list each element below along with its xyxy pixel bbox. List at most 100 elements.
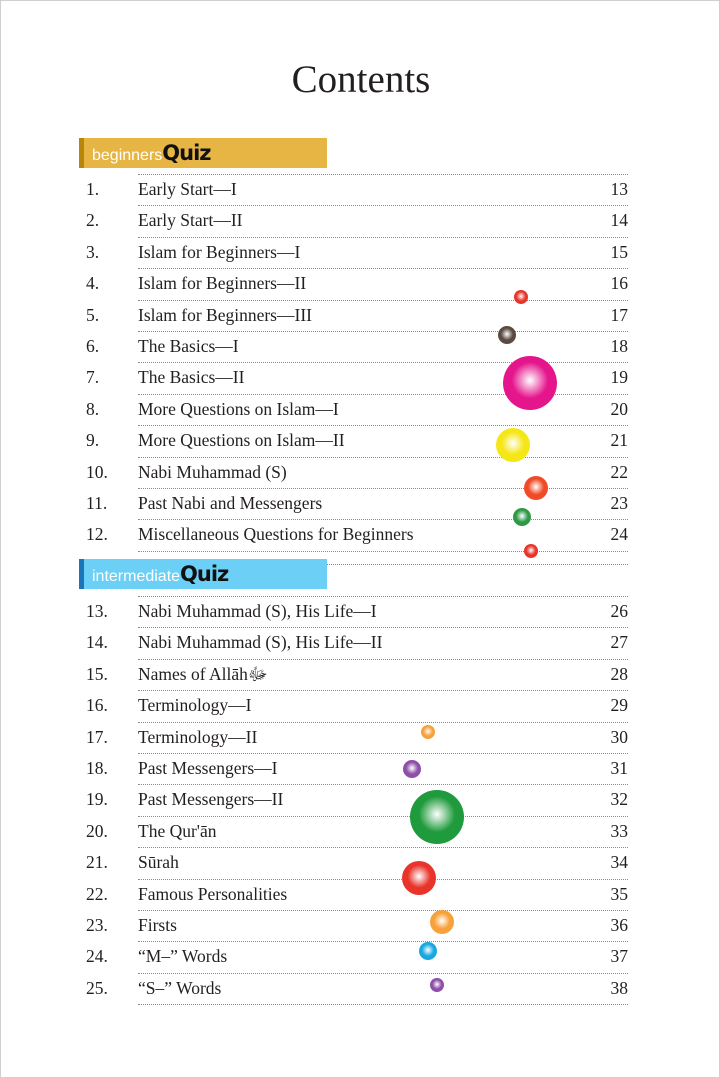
toc-entry[interactable]: 18. Past Messengers—I 31 [1, 753, 720, 784]
toc-entry[interactable]: 24. “M–” Words 37 [1, 941, 720, 972]
entry-number: 20. [86, 820, 108, 841]
entry-title: Sūrah [138, 852, 179, 873]
bubble-icon [513, 508, 531, 526]
entry-number: 16. [86, 695, 108, 716]
entry-number: 24. [86, 946, 108, 967]
toc-entry[interactable]: 14. Nabi Muhammad (S), His Life—II 27 [1, 627, 720, 658]
entry-number: 13. [86, 601, 108, 621]
entry-number: 22. [86, 883, 108, 904]
bubble-icon [524, 544, 538, 558]
toc-entry[interactable]: 17. Terminology—II 30 [1, 722, 720, 753]
divider [138, 596, 628, 597]
entry-number: 6. [86, 336, 100, 356]
entry-number: 5. [86, 304, 100, 325]
section-label-bold: Quiz [180, 562, 229, 586]
toc-entry[interactable]: 12. Miscellaneous Questions for Beginners… [1, 519, 720, 550]
bubble-icon [430, 910, 454, 934]
entry-page: 20 [610, 398, 629, 419]
section-label-light: beginners [92, 147, 163, 164]
divider [138, 690, 628, 692]
entry-number: 18. [86, 758, 108, 778]
toc-entry[interactable]: 15. Names of Allāhﷻ 28 [1, 659, 720, 690]
toc-entry[interactable]: 4. Islam for Beginners—II 16 [1, 268, 720, 299]
entry-page: 37 [610, 946, 629, 967]
entry-title: Firsts [138, 915, 177, 935]
toc-entry[interactable]: 10. Nabi Muhammad (S) 22 [1, 457, 720, 488]
toc-entry[interactable]: 9. More Questions on Islam—II 21 [1, 425, 720, 456]
entry-number: 15. [86, 663, 108, 684]
toc-entry[interactable]: 13. Nabi Muhammad (S), His Life—I 26 [1, 596, 720, 627]
entry-page: 22 [610, 461, 629, 482]
entry-page: 29 [610, 695, 629, 716]
toc-entry[interactable]: 23. Firsts 36 [1, 910, 720, 941]
toc-entry[interactable]: 11. Past Nabi and Messengers 23 [1, 488, 720, 519]
divider [138, 972, 628, 974]
divider [138, 784, 628, 786]
entry-title: Past Messengers—I [138, 758, 278, 778]
entry-page: 26 [610, 601, 629, 621]
entry-title: Terminology—I [138, 695, 252, 716]
divider [138, 815, 628, 817]
entry-number: 19. [86, 789, 108, 810]
entry-title: “M–” Words [138, 946, 228, 967]
entry-number: 8. [86, 398, 100, 419]
entry-number: 25. [86, 977, 108, 998]
entry-page: 17 [610, 304, 629, 325]
divider [138, 910, 628, 911]
entry-page: 30 [610, 726, 629, 747]
entry-title: Nabi Muhammad (S) [138, 461, 287, 482]
entry-number: 2. [86, 210, 100, 231]
toc-entry[interactable]: 8. More Questions on Islam—I 20 [1, 394, 720, 425]
entry-title: Islam for Beginners—III [138, 304, 312, 325]
entry-page: 18 [610, 336, 629, 356]
toc-entry[interactable]: 16. Terminology—I 29 [1, 690, 720, 721]
bubble-icon [403, 760, 421, 778]
bubble-icon [498, 326, 516, 344]
toc-entry[interactable]: 20. The Qur'ān 33 [1, 816, 720, 847]
entry-number: 10. [86, 461, 108, 482]
toc-entry[interactable]: 2. Early Start—II 14 [1, 205, 720, 236]
bubble-icon [419, 942, 437, 960]
entry-page: 27 [610, 632, 629, 653]
bubble-icon [514, 290, 528, 304]
entry-title: Early Start—II [138, 210, 243, 231]
toc-entry[interactable]: 5. Islam for Beginners—III 17 [1, 300, 720, 331]
entry-page: 38 [610, 977, 629, 998]
entry-page: 21 [610, 430, 629, 451]
bubble-icon [410, 790, 464, 844]
toc-entry[interactable]: 22. Famous Personalities 35 [1, 879, 720, 910]
entry-page: 31 [610, 758, 629, 778]
entry-title: The Basics—II [138, 367, 245, 388]
entry-page: 13 [610, 179, 629, 199]
entry-page: 24 [610, 524, 629, 545]
divider [138, 456, 628, 458]
entry-page: 28 [610, 663, 629, 684]
entry-title: Nabi Muhammad (S), His Life—II [138, 632, 383, 653]
divider [138, 236, 628, 238]
section-label-bold: Quiz [162, 141, 211, 165]
divider [138, 658, 628, 660]
entry-page: 23 [610, 493, 629, 513]
bubble-icon [496, 428, 530, 462]
toc-entry[interactable]: 6. The Basics—I 18 [1, 331, 720, 362]
entry-number: 23. [86, 915, 108, 935]
entry-number: 9. [86, 430, 100, 451]
entry-number: 4. [86, 273, 100, 294]
entry-page: 19 [610, 367, 629, 388]
toc-entry[interactable]: 19. Past Messengers—II 32 [1, 784, 720, 815]
toc-entry[interactable]: 3. Islam for Beginners—I 15 [1, 237, 720, 268]
section-header-intermediate: intermediateQuiz [79, 559, 327, 589]
entry-title: More Questions on Islam—I [138, 398, 339, 419]
entry-number: 11. [86, 493, 108, 513]
entry-title: Past Nabi and Messengers [138, 493, 323, 513]
entry-page: 35 [610, 883, 629, 904]
section-header-beginners: beginnersQuiz [79, 138, 327, 168]
toc-entry[interactable]: 7. The Basics—II 19 [1, 362, 720, 393]
toc-entry[interactable]: 1. Early Start—I 13 [1, 174, 720, 205]
entry-title: Early Start—I [138, 179, 237, 199]
toc-entry[interactable]: 25. “S–” Words 38 [1, 973, 720, 1004]
divider [138, 941, 628, 943]
toc-entry[interactable]: 21. Sūrah 34 [1, 847, 720, 878]
entry-number: 12. [86, 524, 108, 545]
divider [138, 847, 628, 849]
